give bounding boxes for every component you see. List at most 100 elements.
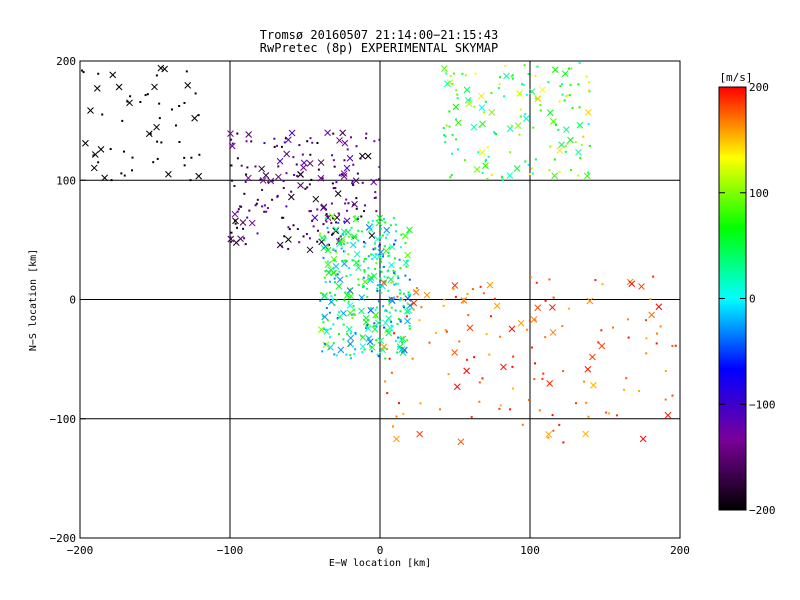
data-point-dot — [361, 181, 364, 184]
data-point-dot — [493, 131, 496, 134]
data-point-cross — [375, 219, 383, 227]
data-point-cross — [522, 115, 530, 122]
data-point-dot — [568, 307, 571, 310]
data-point-dot — [332, 159, 335, 162]
data-point-cross — [446, 79, 454, 86]
data-point-dot — [365, 132, 368, 135]
data-point-dot — [236, 157, 239, 160]
data-point-dot — [553, 158, 556, 161]
data-point-dot — [367, 221, 370, 224]
data-point-dot — [328, 291, 331, 294]
data-point-cross — [516, 90, 523, 97]
data-point-dot — [341, 259, 344, 262]
data-point-dot — [567, 67, 570, 70]
data-point-dot — [579, 157, 582, 160]
data-point-dot — [511, 365, 514, 368]
data-point-cross — [382, 247, 390, 255]
data-point-cross — [550, 118, 557, 125]
data-point-dot — [288, 228, 291, 231]
data-point-dot — [461, 72, 464, 75]
data-point-dot — [263, 204, 266, 207]
colorbar-tick-label: 100 — [749, 187, 769, 200]
data-point-dot — [566, 94, 569, 97]
data-point-cross — [377, 248, 385, 256]
data-point-dot — [287, 247, 290, 250]
data-point-dot — [454, 295, 457, 298]
data-point-dot — [401, 341, 404, 344]
data-point-cross — [332, 227, 340, 235]
data-point-dot — [369, 307, 372, 310]
data-point-dot — [503, 95, 506, 98]
data-point-dot — [525, 328, 528, 331]
data-point-dot — [321, 350, 324, 353]
data-point-dot — [387, 289, 390, 292]
data-point-dot — [528, 173, 531, 176]
data-point-dot — [354, 215, 357, 218]
x-tick-label: 200 — [670, 544, 690, 557]
data-point-dot — [473, 356, 476, 359]
data-point-dot — [346, 148, 349, 151]
data-point-dot — [485, 164, 488, 167]
data-point-dot — [308, 210, 311, 213]
data-point-dot — [353, 308, 356, 311]
data-point-dot — [557, 128, 560, 131]
data-point-dot — [396, 323, 399, 326]
data-point-cross — [335, 282, 343, 290]
data-point-cross — [583, 172, 591, 180]
data-point-dot — [674, 344, 677, 347]
data-point-dot — [397, 345, 400, 348]
data-point-dot — [558, 100, 561, 103]
data-point-dot — [455, 89, 458, 92]
data-point-dot — [97, 72, 100, 75]
data-point-dot — [316, 208, 319, 211]
data-point-dot — [97, 161, 100, 164]
data-point-dot — [601, 283, 604, 286]
data-point-cross — [452, 103, 460, 111]
data-point-dot — [452, 288, 455, 291]
data-point-cross — [306, 160, 314, 167]
data-point-dot — [451, 133, 454, 136]
data-point-dot — [528, 319, 531, 322]
data-point-dot — [390, 306, 393, 309]
data-point-dot — [345, 353, 348, 356]
data-point-dot — [261, 205, 264, 208]
data-point-dot — [276, 195, 279, 198]
data-point-dot — [331, 154, 334, 157]
data-point-dot — [444, 141, 447, 144]
data-point-cross — [343, 164, 351, 172]
data-point-dot — [366, 295, 369, 298]
data-point-dot — [349, 288, 352, 291]
data-point-dot — [335, 299, 338, 302]
data-point-dot — [373, 140, 376, 143]
data-point-dot — [361, 285, 364, 288]
data-point-dot — [375, 339, 378, 342]
data-point-dot — [324, 270, 327, 273]
data-point-cross — [528, 88, 536, 95]
data-point-dot — [282, 216, 285, 219]
data-point-dot — [379, 285, 382, 288]
data-point-cross — [82, 139, 89, 147]
data-point-dot — [525, 93, 528, 96]
data-point-dot — [309, 210, 312, 213]
data-point-dot — [292, 156, 295, 159]
data-point-dot — [360, 230, 363, 233]
data-point-cross — [334, 190, 342, 197]
data-point-dot — [394, 270, 397, 273]
data-point-dot — [375, 210, 378, 213]
data-point-dot — [399, 267, 402, 270]
data-point-cross — [324, 246, 332, 254]
data-point-dot — [490, 173, 493, 176]
data-point-cross — [410, 299, 418, 307]
data-point-dot — [374, 252, 377, 255]
data-point-dot — [323, 276, 326, 279]
data-point-dot — [452, 72, 455, 75]
data-point-dot — [343, 242, 346, 245]
data-point-dot — [445, 124, 448, 127]
data-point-dot — [267, 181, 270, 184]
data-point-dot — [333, 259, 336, 262]
data-point-dot — [499, 335, 502, 338]
data-point-dot — [339, 235, 342, 238]
data-point-dot — [109, 148, 112, 151]
data-point-dot — [276, 144, 279, 147]
data-point-dot — [498, 76, 501, 79]
